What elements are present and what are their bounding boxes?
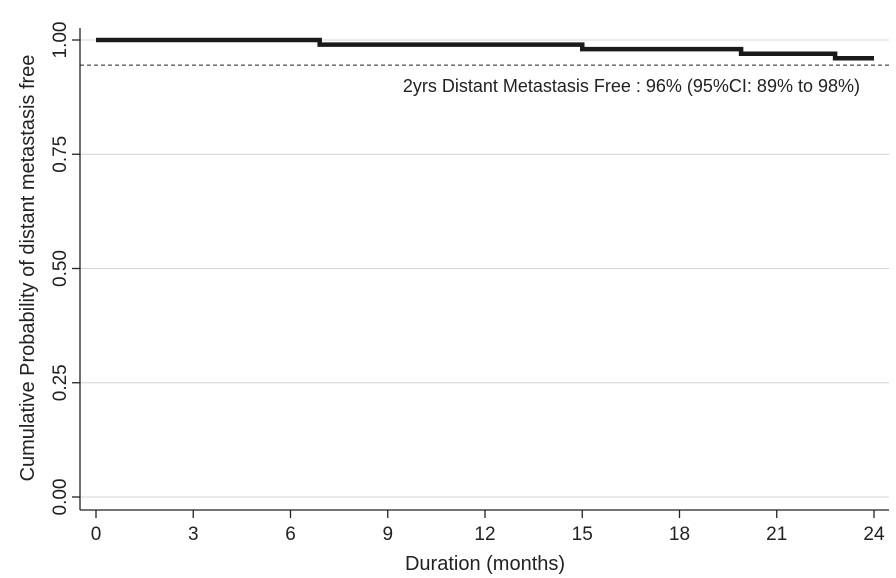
gridlines — [80, 39, 889, 498]
x-tick-label: 9 — [382, 524, 393, 545]
x-tick-label: 24 — [863, 524, 885, 545]
y-tick-label: 0.75 — [50, 136, 71, 173]
y-tick-label: 0.25 — [50, 364, 71, 401]
y-axis-title: Cumulative Probability of distant metast… — [17, 55, 39, 482]
y-axis-ticks: 0.00 0.25 0.50 0.75 1.00 — [50, 22, 80, 516]
x-tick-label: 6 — [285, 524, 296, 545]
y-tick-label: 1.00 — [50, 22, 71, 59]
x-tick-label: 15 — [572, 524, 593, 545]
x-tick-label: 12 — [474, 524, 495, 545]
x-axis-ticks: 0 3 6 9 12 15 18 21 24 — [91, 510, 885, 545]
survival-step-curve — [96, 37, 874, 61]
x-tick-label: 18 — [669, 524, 690, 545]
x-tick-label: 0 — [91, 524, 102, 545]
x-tick-label: 3 — [188, 524, 199, 545]
y-tick-label: 0.00 — [50, 479, 71, 516]
x-axis-title: Duration (months) — [405, 553, 565, 575]
y-tick-label: 0.50 — [50, 250, 71, 287]
annotation-text: 2yrs Distant Metastasis Free : 96% (95%C… — [403, 76, 860, 96]
x-tick-label: 21 — [766, 524, 787, 545]
